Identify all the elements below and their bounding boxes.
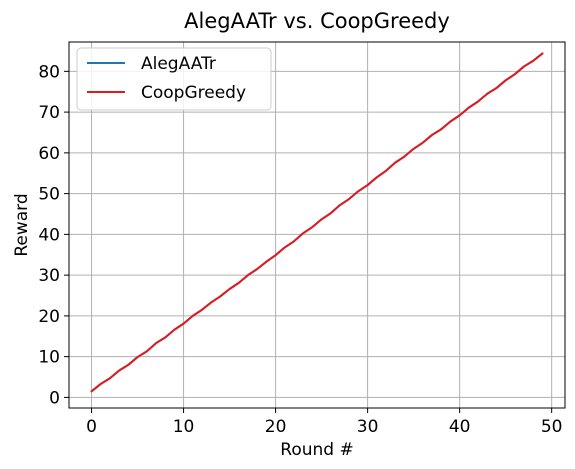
x-tick-label: 40	[449, 417, 471, 437]
legend-box	[76, 47, 272, 111]
y-tick-label: 50	[38, 185, 60, 205]
y-tick-label: 30	[38, 266, 60, 286]
y-axis-ticks: 0 10 20 30 40 50 60 70 80	[38, 62, 69, 408]
series-group	[90, 52, 544, 393]
x-axis-label: Round #	[280, 440, 353, 460]
x-tick-label: 0	[86, 417, 97, 437]
plot-frame	[68, 41, 566, 409]
legend-label-alegaatr: AlegAATr	[141, 54, 216, 74]
legend: AlegAATr CoopGreedy	[76, 47, 272, 111]
x-tick-label: 30	[357, 417, 379, 437]
series-line-coopgreedy	[90, 52, 544, 393]
y-tick-label: 0	[49, 388, 60, 408]
chart-title: AlegAATr vs. CoopGreedy	[184, 9, 450, 33]
y-tick-label: 40	[38, 225, 60, 245]
y-tick-label: 80	[38, 62, 60, 82]
x-tick-label: 10	[173, 417, 195, 437]
y-axis-label: Reward	[12, 193, 32, 256]
y-tick-label: 20	[38, 307, 60, 327]
grid	[69, 42, 565, 408]
legend-label-coopgreedy: CoopGreedy	[141, 83, 246, 103]
y-tick-label: 70	[38, 103, 60, 123]
y-tick-label: 60	[38, 144, 60, 164]
y-tick-label: 10	[38, 348, 60, 368]
x-tick-label: 50	[541, 417, 563, 437]
x-tick-label: 20	[265, 417, 287, 437]
x-axis-ticks: 0 10 20 30 40 50	[86, 408, 562, 437]
